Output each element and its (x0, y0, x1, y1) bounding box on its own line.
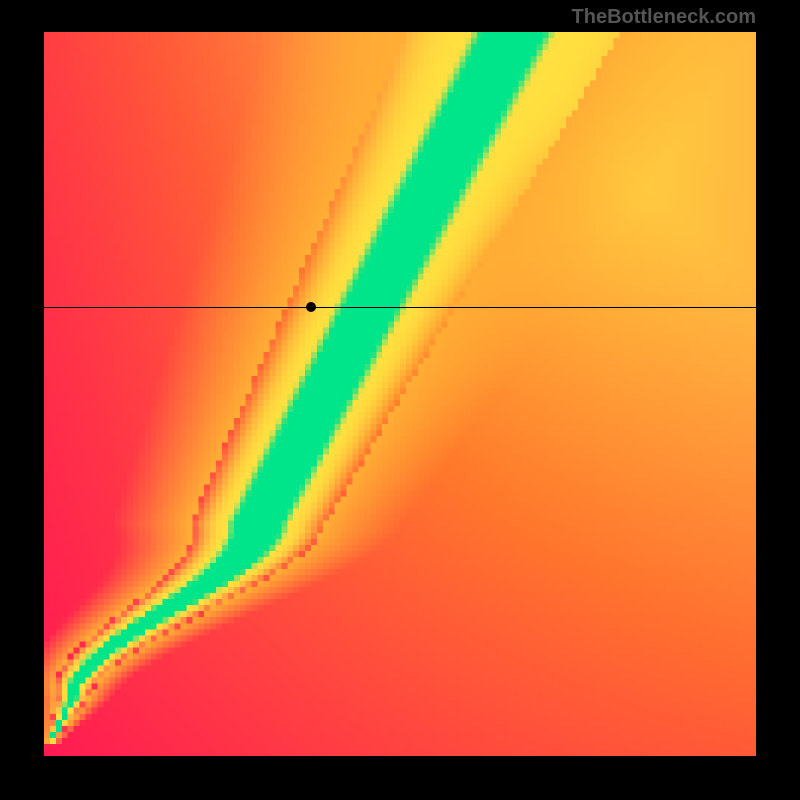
watermark-text: TheBottleneck.com (572, 6, 756, 29)
plot-area (44, 32, 756, 756)
crosshair-marker (306, 302, 316, 312)
chart-container: TheBottleneck.com (0, 0, 800, 800)
heatmap-canvas (44, 32, 756, 756)
crosshair-vertical (311, 756, 312, 800)
crosshair-horizontal (44, 307, 756, 308)
